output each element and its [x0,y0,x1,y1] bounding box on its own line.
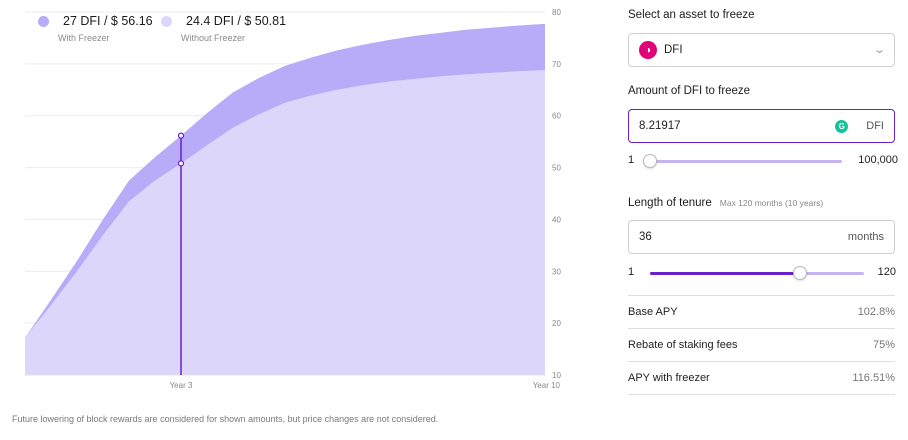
asset-select[interactable]: ◑ DFI ⌄ [628,33,895,67]
tenure-label: Length of tenure Max 120 months (10 years… [628,197,823,209]
tenure-slider[interactable]: 1 120 [628,265,898,281]
marker-point-without-freezer [177,160,185,167]
chevron-down-icon: ⌄ [872,44,886,56]
tenure-slider-max: 120 [877,266,896,278]
tenure-label-text: Length of tenure [628,197,712,209]
tenure-hint: Max 120 months (10 years) [719,198,824,208]
y-tick-label: 40 [552,215,561,224]
legend-swatch-without-freezer [161,15,172,27]
y-tick-label: 20 [552,319,561,328]
legend-label-without-freezer: Without Freezer [181,33,246,43]
stat-label: Rebate of staking fees [628,339,738,351]
y-tick-label: 70 [552,60,561,69]
tenure-field[interactable]: months [628,220,895,254]
y-tick-label: 80 [552,8,561,17]
amount-slider-max: 100,000 [858,154,898,166]
grammarly-icon[interactable]: G [835,119,849,133]
tenure-slider-fill [650,272,800,275]
tenure-slider-min: 1 [628,266,635,278]
stat-value: 75% [872,339,895,351]
amount-slider-track[interactable] [650,160,842,163]
legend-value-without-freezer: 24.4 DFI / $ 50.81 [186,14,287,28]
area-series-without-freezer [25,70,545,375]
amount-slider-thumb[interactable] [643,154,657,168]
amount-input[interactable] [639,120,836,132]
amount-field[interactable]: G DFI [628,109,895,143]
marker-point-with-freezer [177,132,185,139]
stat-value: 102.8% [857,306,895,318]
amount-slider[interactable]: 1 100,000 [628,153,898,169]
y-tick-label: 60 [552,112,561,121]
legend-swatch-with-freezer [38,15,49,27]
y-tick-label: 10 [552,371,561,380]
chart-footnote: Future lowering of block rewards are con… [12,414,439,424]
stat-row-apy-with-freezer: APY with freezer 116.51% [628,361,895,394]
legend-with-freezer: 27 DFI / $ 56.16 With Freezer [38,14,153,43]
amount-label: Amount of DFI to freeze [628,85,751,97]
amount-slider-min: 1 [628,154,635,166]
asset-select-value: DFI [664,44,683,56]
freezer-projection-chart: 80 70 60 50 40 30 20 10 Year 3 Year 10 27 DFI / $… [25,8,561,390]
legend-label-with-freezer: With Freezer [58,33,110,43]
tenure-slider-thumb[interactable] [792,266,807,280]
legend-value-with-freezer: 27 DFI / $ 56.16 [63,14,153,28]
dfi-logo-icon: ◑ [639,41,657,59]
tenure-unit: months [847,231,884,243]
stat-row-base-apy: Base APY 102.8% [628,295,895,328]
stat-label: APY with freezer [628,372,710,384]
y-tick-label: 30 [552,267,561,276]
asset-select-label: Select an asset to freeze [628,9,755,21]
amount-unit: DFI [866,120,884,132]
x-tick-label: Year 10 [533,381,561,390]
legend-without-freezer: 24.4 DFI / $ 50.81 Without Freezer [161,14,286,43]
x-tick-label: Year 3 [170,381,193,390]
y-tick-label: 50 [552,164,561,173]
stat-value: 116.51% [852,372,895,384]
stats-divider [628,394,895,395]
chart-canvas: 80 70 60 50 40 30 20 10 Year 3 Year 10 [25,8,561,390]
stat-row-rebate: Rebate of staking fees 75% [628,328,895,361]
stat-label: Base APY [628,306,678,318]
tenure-input[interactable] [639,231,848,243]
